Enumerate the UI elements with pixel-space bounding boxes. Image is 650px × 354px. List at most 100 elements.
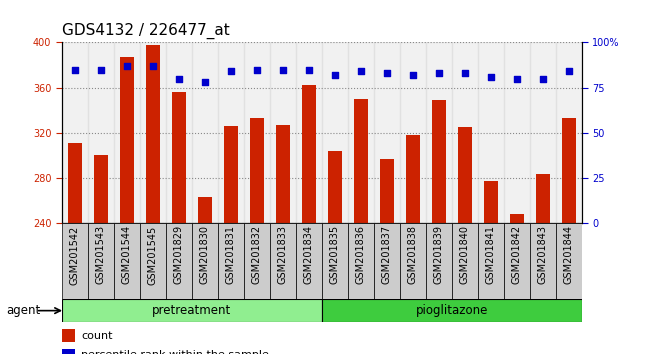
Text: GSM201839: GSM201839 — [434, 225, 444, 284]
Point — [174, 76, 184, 81]
Text: GSM201841: GSM201841 — [486, 225, 496, 284]
Text: GSM201843: GSM201843 — [538, 225, 548, 284]
Bar — [426, 223, 452, 299]
Bar — [536, 175, 550, 223]
Bar — [348, 42, 374, 223]
Bar — [296, 42, 322, 223]
Bar — [192, 42, 218, 223]
Bar — [452, 42, 478, 223]
Bar — [68, 143, 82, 223]
Bar — [478, 223, 504, 299]
Bar — [120, 57, 134, 223]
Bar — [270, 223, 296, 299]
Text: GSM201840: GSM201840 — [460, 225, 470, 284]
Bar — [250, 118, 264, 223]
Bar — [62, 329, 75, 342]
Bar — [400, 42, 426, 223]
Bar — [348, 223, 374, 299]
Bar — [504, 42, 530, 223]
Point — [512, 76, 522, 81]
Text: GSM201544: GSM201544 — [122, 225, 132, 284]
Bar — [562, 118, 576, 223]
Text: GSM201830: GSM201830 — [200, 225, 210, 284]
Bar — [504, 223, 530, 299]
Text: GSM201829: GSM201829 — [174, 225, 184, 284]
Bar — [270, 42, 296, 223]
Text: GSM201831: GSM201831 — [226, 225, 236, 284]
Bar — [374, 223, 400, 299]
Point — [226, 69, 236, 74]
Bar — [556, 223, 582, 299]
Text: GSM201835: GSM201835 — [330, 225, 340, 284]
Text: GSM201836: GSM201836 — [356, 225, 366, 284]
Bar — [400, 223, 426, 299]
Text: percentile rank within the sample: percentile rank within the sample — [81, 350, 269, 354]
Text: pioglitazone: pioglitazone — [415, 304, 488, 317]
Point — [278, 67, 288, 73]
Bar — [62, 223, 88, 299]
Bar — [218, 223, 244, 299]
Text: GDS4132 / 226477_at: GDS4132 / 226477_at — [62, 23, 229, 39]
Bar — [62, 42, 88, 223]
Bar — [530, 223, 556, 299]
Bar — [166, 42, 192, 223]
Bar — [88, 223, 114, 299]
Point — [96, 67, 106, 73]
Point — [564, 69, 574, 74]
Bar — [328, 151, 342, 223]
Bar — [166, 223, 192, 299]
Point — [382, 70, 392, 76]
Bar — [244, 42, 270, 223]
Bar — [244, 223, 270, 299]
Text: GSM201838: GSM201838 — [408, 225, 418, 284]
Text: GSM201545: GSM201545 — [148, 225, 158, 285]
Bar — [146, 45, 160, 223]
Bar — [62, 349, 75, 354]
Point — [330, 72, 340, 78]
Text: GSM201832: GSM201832 — [252, 225, 262, 284]
Point — [304, 67, 314, 73]
Point — [434, 70, 444, 76]
Bar — [510, 214, 524, 223]
Bar — [114, 42, 140, 223]
Bar — [114, 223, 140, 299]
Bar — [276, 125, 290, 223]
Text: agent: agent — [6, 304, 41, 317]
Point — [252, 67, 262, 73]
Bar — [478, 42, 504, 223]
Bar — [530, 42, 556, 223]
Point — [460, 70, 470, 76]
Bar — [452, 223, 478, 299]
Text: GSM201842: GSM201842 — [512, 225, 522, 284]
Point — [122, 63, 132, 69]
Bar — [322, 223, 348, 299]
Bar — [556, 42, 582, 223]
Bar — [322, 42, 348, 223]
Point — [408, 72, 418, 78]
Bar — [62, 299, 322, 322]
Text: GSM201837: GSM201837 — [382, 225, 392, 284]
Point — [200, 79, 210, 85]
Bar — [140, 42, 166, 223]
Text: pretreatment: pretreatment — [152, 304, 231, 317]
Bar — [218, 42, 244, 223]
Bar — [380, 159, 394, 223]
Text: GSM201844: GSM201844 — [564, 225, 574, 284]
Bar — [322, 299, 582, 322]
Bar — [192, 223, 218, 299]
Bar — [432, 100, 446, 223]
Bar — [172, 92, 186, 223]
Bar — [354, 99, 368, 223]
Bar — [140, 223, 166, 299]
Point — [356, 69, 366, 74]
Bar — [302, 85, 316, 223]
Bar — [484, 181, 498, 223]
Bar — [406, 135, 420, 223]
Bar — [458, 127, 472, 223]
Bar — [224, 126, 238, 223]
Bar — [198, 197, 212, 223]
Bar — [94, 155, 108, 223]
Bar — [426, 42, 452, 223]
Point — [486, 74, 496, 80]
Text: count: count — [81, 331, 112, 341]
